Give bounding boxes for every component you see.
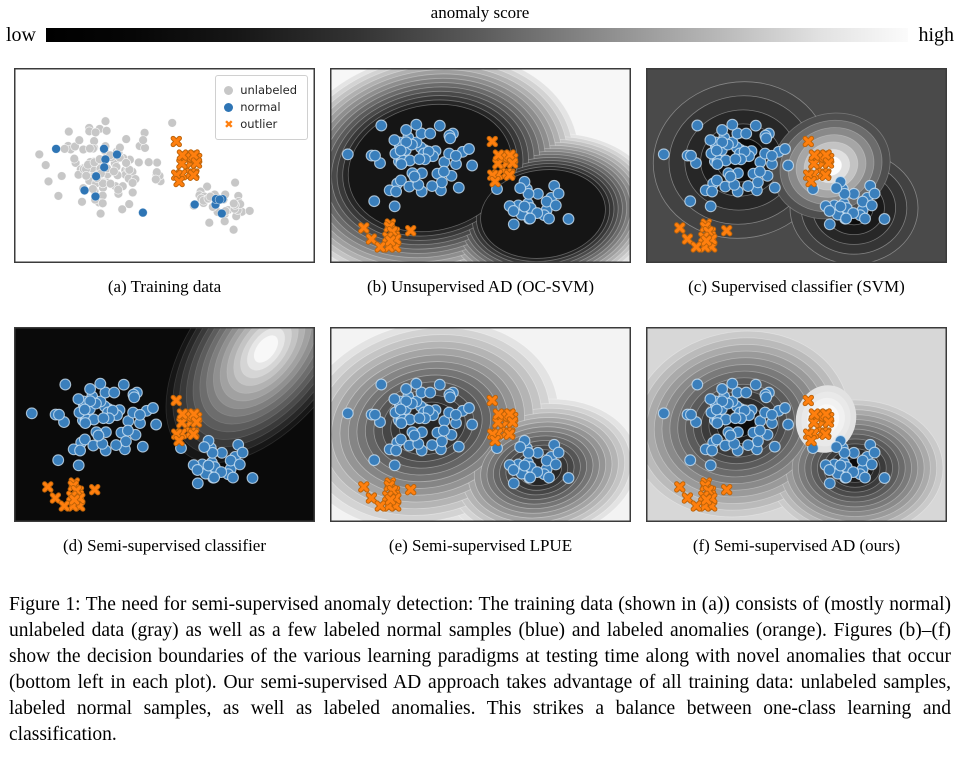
legend-label: normal — [240, 100, 281, 114]
normal-marker-icon — [224, 103, 234, 112]
figure-caption: Figure 1: The need for semi-supervised a… — [9, 594, 951, 745]
panel-c-plot — [646, 68, 947, 263]
panel-a: unlabeled normal ✖ outlier (a) Training … — [14, 68, 315, 297]
colorbar-low-label: low — [6, 24, 36, 46]
panel-d-plot — [14, 327, 315, 522]
panel-d: (d) Semi-supervised classifier — [14, 327, 315, 556]
panel-f: (f) Semi-supervised AD (ours) — [646, 327, 947, 556]
panel-b: (b) Unsupervised AD (OC-SVM) — [330, 68, 631, 297]
subcaption-d: (d) Semi-supervised classifier — [63, 536, 266, 555]
colorbar-high-label: high — [918, 24, 954, 46]
panel-row-1: unlabeled normal ✖ outlier (a) Training … — [0, 68, 960, 297]
subcaption-f: (f) Semi-supervised AD (ours) — [692, 536, 901, 555]
legend-item-outlier: ✖ outlier — [224, 116, 297, 133]
subcaption-b: (b) Unsupervised AD (OC-SVM) — [366, 277, 595, 296]
panel-e-plot — [330, 327, 631, 522]
unlabeled-marker-icon — [224, 86, 234, 95]
panel-b-plot — [330, 68, 631, 263]
panel-e: (e) Semi-supervised LPUE — [330, 327, 631, 556]
subcaption-e: (e) Semi-supervised LPUE — [388, 536, 573, 555]
panel-f-plot — [646, 327, 947, 522]
subcaption-a: (a) Training data — [107, 277, 222, 296]
legend-item-unlabeled: unlabeled — [224, 82, 297, 99]
legend-label: unlabeled — [240, 83, 297, 97]
colorbar: low high — [0, 25, 960, 45]
colorbar-gradient — [46, 28, 909, 42]
subcaption-c: (c) Supervised classifier (SVM) — [688, 277, 905, 296]
legend-label: outlier — [240, 117, 278, 131]
outlier-marker-icon: ✖ — [224, 118, 234, 131]
plot-legend: unlabeled normal ✖ outlier — [215, 75, 308, 140]
colorbar-title: anomaly score — [430, 3, 530, 22]
panel-row-2: (d) Semi-supervised classifier (e) Semi-… — [0, 327, 960, 556]
legend-item-normal: normal — [224, 99, 297, 116]
panel-c: (c) Supervised classifier (SVM) — [646, 68, 947, 297]
